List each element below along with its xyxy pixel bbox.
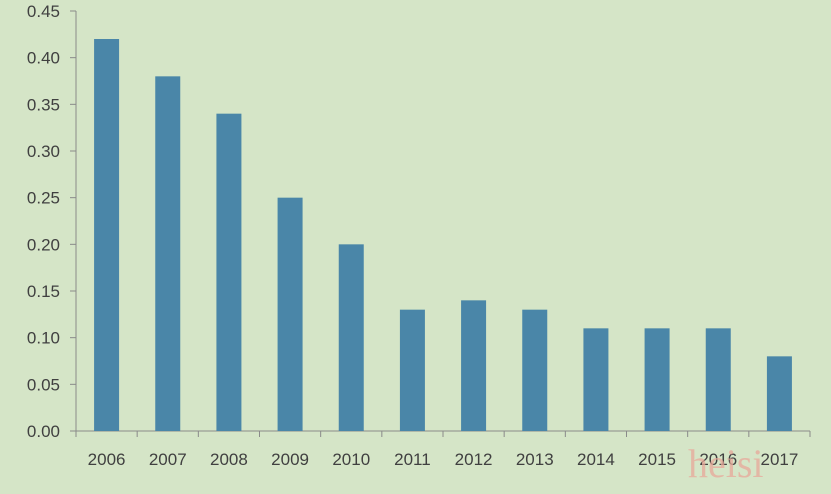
x-tick-label: 2008: [210, 450, 248, 469]
bar-2010: [338, 244, 364, 431]
y-tick-label: 0.05: [27, 375, 60, 394]
y-tick-label: 0.35: [27, 95, 60, 114]
x-tick-label: 2009: [271, 450, 309, 469]
bar-2013: [522, 309, 548, 431]
y-tick-label: 0.10: [27, 329, 60, 348]
bar-2012: [461, 300, 487, 431]
bar-2014: [583, 328, 609, 431]
x-tick-label: 2010: [332, 450, 370, 469]
bar-2009: [277, 197, 303, 431]
bar-2017: [766, 356, 792, 431]
x-axis: 2006 2007 2008 2009 2010 2011 2012 2013 2014 2015…: [75, 430, 811, 469]
x-tick-label: 2011: [394, 450, 431, 469]
bars: [94, 39, 792, 432]
y-axis: 0.00 0.05 0.10 0.15 0.20 0.25 0.30 0.35 0.40 0.45: [27, 2, 77, 441]
y-tick-label: 0.20: [27, 235, 60, 254]
x-tick-label: 2006: [88, 450, 126, 469]
bar-2008: [216, 113, 242, 432]
x-tick-label: 2013: [516, 450, 554, 469]
x-tick-label: 2015: [638, 450, 676, 469]
y-tick-label: 0.00: [27, 422, 60, 441]
x-tick-label: 2016: [699, 450, 737, 469]
watermark-text: heisi: [688, 441, 764, 486]
bar-2015: [644, 328, 670, 431]
bar-2016: [705, 328, 731, 431]
y-tick-label: 0.40: [27, 49, 60, 68]
y-tick-label: 0.45: [27, 2, 60, 21]
y-tick-label: 0.30: [27, 142, 60, 161]
bar-2011: [399, 309, 425, 431]
bar-2006: [94, 39, 120, 431]
y-tick-label: 0.25: [27, 189, 60, 208]
x-tick-label: 2014: [577, 450, 615, 469]
x-tick-label: 2007: [149, 450, 187, 469]
x-tick-label: 2017: [761, 450, 799, 469]
bar-2007: [155, 76, 181, 431]
x-tick-label: 2012: [455, 450, 493, 469]
y-tick-label: 0.15: [27, 282, 60, 301]
